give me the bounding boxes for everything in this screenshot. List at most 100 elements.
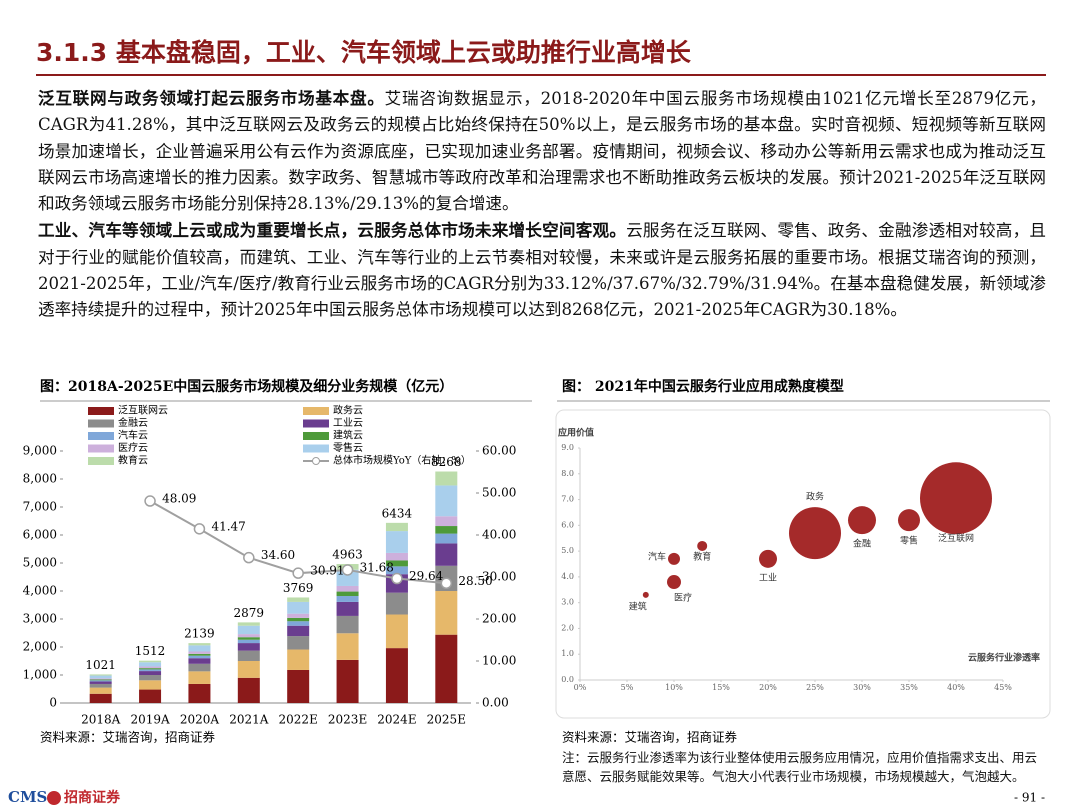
yoy-label: 28.50 (458, 574, 492, 588)
y2-tick-label: 50.00 (482, 486, 516, 500)
yoy-point (341, 564, 354, 576)
legend-label: 工业云 (333, 417, 363, 429)
bar-segment (435, 533, 458, 544)
source: 资料来源：艾瑞咨询，招商证券 (40, 730, 216, 745)
bubble-label: 零售 (900, 535, 918, 547)
y-tick-label: 1.0 (561, 649, 574, 658)
bar-segment (287, 649, 310, 670)
x-tick-label: 2025E (427, 713, 466, 727)
paragraph: 泛互联网与政务领域打起云服务市场基本盘。艾瑞咨询数据显示，2018-2020年中… (38, 86, 1046, 217)
lead: 工业、汽车等领域上云或成为重要增长点，云服务总体市场未来增长空间客观。 (38, 221, 627, 241)
legend-swatch (88, 444, 114, 453)
total-label: 2879 (234, 606, 265, 620)
bar-segment (336, 591, 359, 597)
bar-segment (89, 683, 112, 688)
y-tick-label: 9,000 (23, 444, 57, 458)
x-tick-label: 20% (759, 683, 777, 692)
bar-segment (336, 615, 359, 634)
bar-segment (237, 643, 260, 651)
bar-segment (385, 522, 408, 532)
bar-segment (435, 543, 458, 566)
y2-tick-label: 10.00 (482, 654, 516, 668)
x-tick-label: 10% (665, 683, 683, 692)
y-tick-label: 3.0 (561, 598, 574, 607)
y-tick-label: 2.0 (561, 623, 574, 632)
y2-tick-label: 20.00 (482, 612, 516, 626)
bar-segment (89, 679, 112, 681)
bar-segment (287, 669, 310, 703)
bar-segment (287, 625, 310, 637)
legend-swatch (88, 407, 114, 415)
y-tick-label: 1,000 (23, 668, 57, 682)
title-rule (36, 74, 1046, 76)
y-tick-label: 8.0 (561, 469, 574, 478)
bar-segment (139, 666, 162, 669)
bar-segment (336, 659, 359, 703)
bar-segment (89, 675, 112, 679)
legend-label: 总体市场规模YoY（右轴：%） (333, 454, 471, 467)
bar-segment (336, 569, 359, 586)
x-tick-label: 40% (947, 683, 965, 692)
bar-segment (237, 637, 260, 640)
bar-segment (237, 650, 260, 661)
total-label: 1512 (135, 644, 166, 658)
bar-segment (139, 689, 162, 703)
x-tick-label: 2023E (328, 713, 367, 727)
bar-segment (139, 675, 162, 681)
figure-caption: 图： 2021年中国云服务行业应用成熟度模型 (562, 378, 844, 395)
x-tick-label: 2022E (279, 713, 318, 727)
logo: CMS (8, 788, 47, 806)
x-tick-label: 15% (712, 683, 730, 692)
section-title: 3.1.3 基本盘稳固，工业、汽车领域上云或助推行业高增长 (36, 38, 691, 67)
bar-segment (435, 526, 458, 534)
logo-mark (47, 791, 61, 805)
bar-segment (188, 671, 211, 684)
bar-segment (287, 601, 310, 614)
bar-segment (287, 597, 310, 602)
bar-segment (89, 674, 112, 676)
yoy-label: 41.47 (211, 519, 245, 533)
bar-segment (435, 591, 458, 635)
bubble (920, 462, 992, 535)
page-number: - 91 - (1014, 791, 1045, 805)
yoy-point (391, 572, 403, 585)
legend-swatch (303, 407, 329, 415)
bar-segment (336, 601, 359, 616)
bar-segment (385, 592, 408, 615)
bar-segment (139, 668, 162, 670)
bubble (668, 552, 680, 565)
y-tick-label: 5,000 (23, 556, 57, 570)
yoy-point (193, 523, 206, 535)
bar-segment (237, 661, 260, 678)
bubble (759, 549, 777, 568)
bar-segment (237, 639, 260, 644)
legend-swatch (88, 419, 114, 428)
x-tick-label: 30% (853, 683, 871, 692)
source: 资料来源：艾瑞咨询，招商证券 (562, 730, 738, 745)
bubble (697, 540, 708, 551)
bar-segment (435, 634, 458, 703)
legend-label: 汽车云 (118, 429, 148, 442)
bar-segment (287, 636, 310, 650)
yoy-point (440, 577, 453, 590)
bubble-label: 建筑 (629, 600, 647, 612)
bubble-label: 汽车 (648, 550, 666, 562)
bubble-label: 教育 (693, 550, 711, 562)
x-tick-label: 45% (994, 683, 1012, 692)
y-tick-label: 3,000 (23, 612, 57, 626)
legend-label: 泛互联网云 (118, 405, 168, 417)
bar-segment (139, 680, 162, 690)
y-axis-label: 应用价值 (558, 427, 594, 439)
figure-caption: 图：2018A-2025E中国云服务市场规模及细分业务规模（亿元） (40, 378, 453, 395)
x-tick-label: 2024E (377, 713, 416, 727)
bar-segment (139, 669, 162, 672)
bubble (789, 507, 841, 560)
y2-tick-label: 0.00 (482, 696, 509, 710)
yoy-point (144, 495, 156, 507)
y-tick-label: 5.0 (561, 546, 574, 555)
bar-segment (188, 683, 211, 703)
lead: 泛互联网与政务领域打起云服务市场基本盘。 (38, 89, 385, 108)
y-tick-label: 0 (49, 696, 57, 710)
legend-swatch (88, 432, 114, 440)
bar-segment (237, 622, 260, 626)
